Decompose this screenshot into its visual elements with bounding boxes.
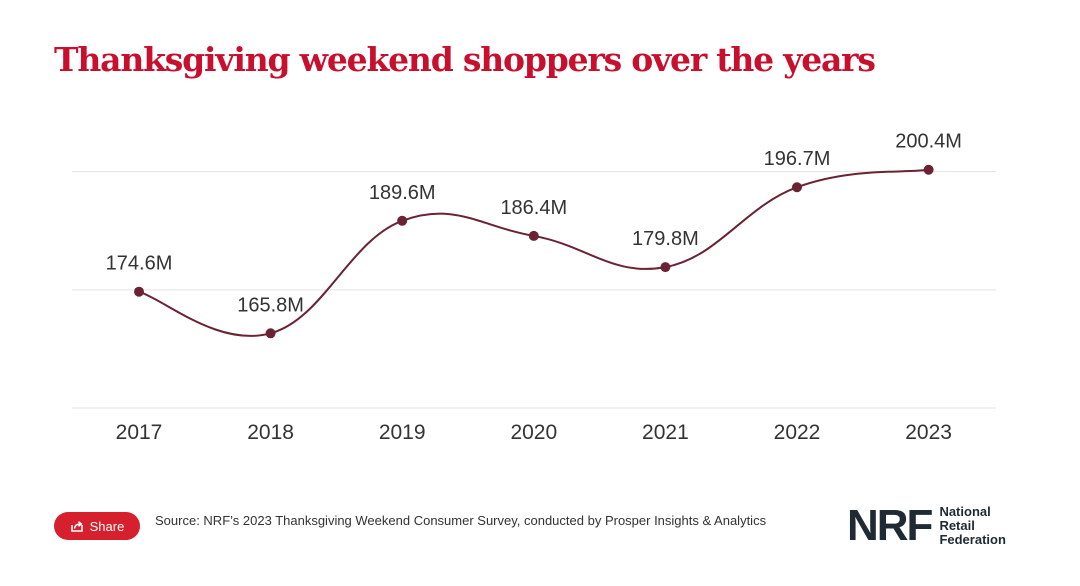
data-label: 165.8M	[237, 294, 304, 316]
source-note: Source: NRF’s 2023 Thanksgiving Weekend …	[155, 513, 767, 528]
data-label: 186.4M	[500, 197, 567, 219]
x-tick-label: 2023	[905, 421, 952, 444]
data-label: 174.6M	[106, 253, 173, 275]
data-point	[923, 164, 934, 175]
x-tick-label: 2022	[774, 421, 821, 444]
data-label: 200.4M	[895, 131, 962, 153]
data-point	[265, 328, 276, 339]
data-point	[134, 286, 144, 297]
data-label: 179.8M	[632, 228, 699, 250]
x-tick-label: 2018	[247, 421, 294, 444]
data-point	[397, 215, 408, 226]
logo-mark: NRF	[847, 501, 933, 550]
share-icon	[70, 521, 83, 532]
x-tick-label: 2017	[116, 421, 163, 444]
logo-line: National	[939, 504, 991, 519]
logo-line: Retail	[939, 518, 975, 533]
logo-line: Federation	[939, 532, 1006, 547]
data-point	[528, 230, 539, 241]
logo-text: National Retail Federation	[939, 505, 1005, 547]
line-chart: 2017 2018 2019 2020 2021 2022 2023 174.6M 165.8M…	[72, 131, 996, 444]
data-label: 196.7M	[764, 148, 831, 170]
x-tick-label: 2019	[379, 421, 426, 444]
x-tick-label: 2020	[510, 421, 557, 444]
share-label: Share	[89, 518, 125, 534]
data-label: 189.6M	[369, 182, 436, 204]
x-tick-label: 2021	[642, 421, 689, 444]
nrf-logo[interactable]: NRF National Retail Federation	[847, 504, 1006, 548]
chart-title: Thanksgiving weekend shoppers over the y…	[54, 40, 876, 79]
share-button[interactable]: Share	[54, 512, 140, 540]
data-point	[792, 182, 802, 193]
data-point	[660, 262, 671, 273]
footer: Share Source: NRF’s 2023 Thanksgiving We…	[0, 500, 1080, 560]
